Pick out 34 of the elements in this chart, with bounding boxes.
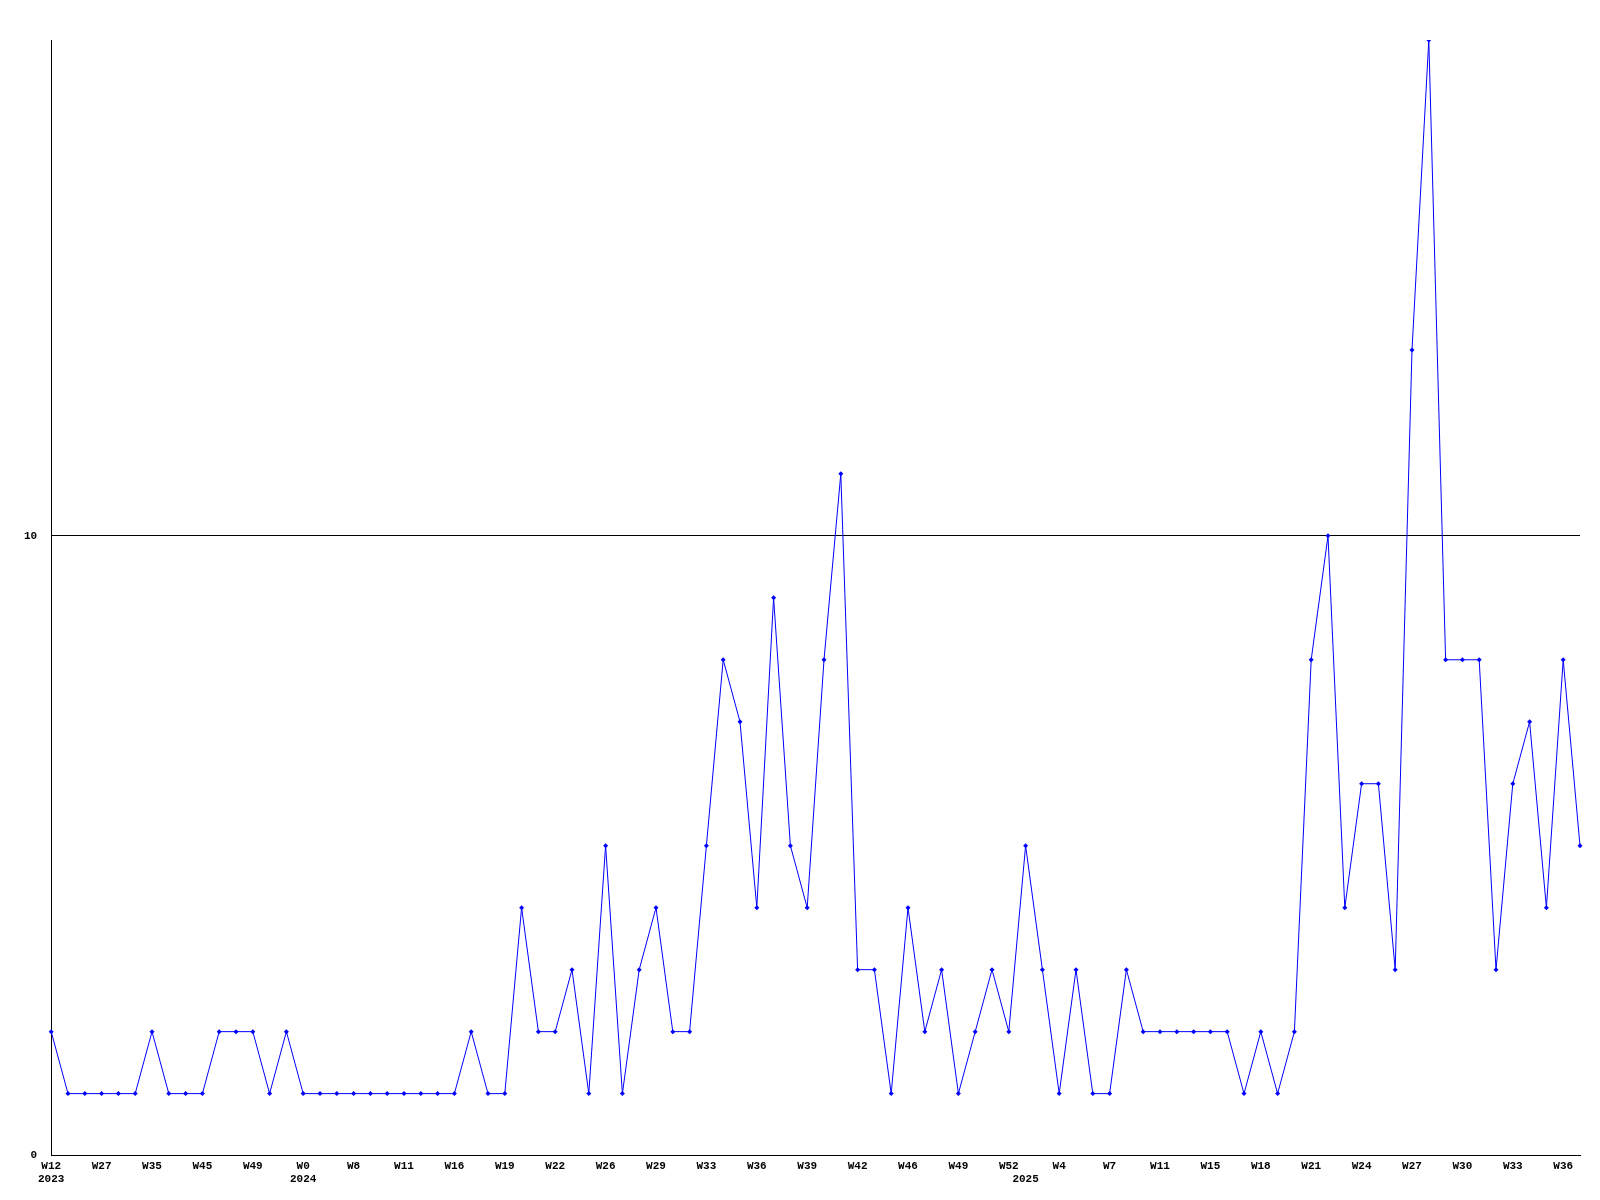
x-tick-label: W29 [646,1159,666,1172]
x-tick-label: W12 2023 [38,1159,65,1186]
x-tick-label: W27 [91,1159,112,1172]
x-tick-label: W42 [847,1159,868,1172]
x-tick-label: W26 [595,1159,616,1172]
x-tick-label: 2025 [1012,1173,1040,1186]
x-tick-label: W36 [1553,1159,1574,1172]
y-tick-label: 0 [30,1149,38,1162]
x-tick-label: W36 [746,1159,767,1172]
x-tick-label: W4 [1052,1159,1067,1172]
x-tick-label: W27 [1402,1159,1422,1172]
x-tick-label: W11 [1150,1159,1171,1172]
x-tick-label: W49 [242,1159,263,1172]
y-tick-label: 10 [24,529,38,542]
x-tick-label: W0 2024 [290,1159,317,1186]
x-tick-label: W16 [444,1159,465,1172]
x-tick-label: W22 [545,1159,566,1172]
x-tick-label: W33 [1502,1159,1524,1172]
x-tick-label: W7 [1103,1159,1117,1172]
x-tick-label: W30 [1452,1159,1473,1172]
x-tick-label: W52 [998,1159,1019,1172]
x-tick-label: W21 [1301,1159,1322,1172]
x-tick-label: W45 [192,1159,213,1172]
x-tick-label: W15 [1200,1159,1221,1172]
x-tick-label: W33 [696,1159,717,1172]
x-tick-label: W8 [347,1159,361,1172]
x-tick-label: W39 [797,1159,818,1172]
x-tick-label: W19 [494,1159,515,1172]
x-tick-label: W49 [948,1159,969,1172]
x-tick-label: W46 [898,1159,918,1172]
x-tick-label: W24 [1351,1159,1372,1172]
x-tick-label: W35 [142,1159,163,1172]
x-tick-label: W11 [394,1159,415,1172]
x-tick-label: W18 [1250,1159,1272,1172]
